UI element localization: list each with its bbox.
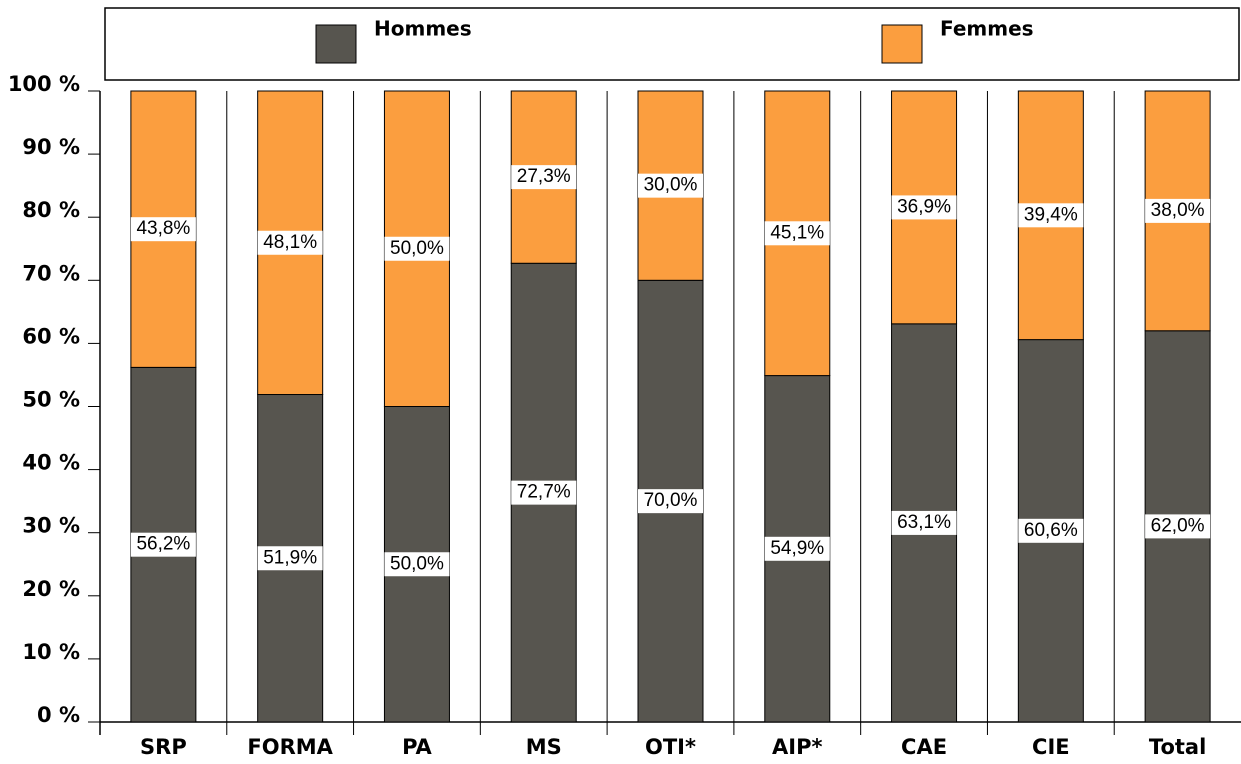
- legend-label: Hommes: [374, 17, 472, 41]
- value-label: 38,0%: [1151, 200, 1205, 221]
- value-label-bg: [511, 165, 577, 190]
- value-label: 56,2%: [136, 534, 190, 555]
- value-label: 50,0%: [390, 238, 444, 259]
- value-label-bg: [257, 230, 323, 255]
- value-label: 45,1%: [770, 222, 824, 243]
- value-label-bg: [130, 217, 196, 242]
- value-label-bg: [511, 480, 577, 505]
- y-tick-label: 30 %: [22, 514, 80, 538]
- value-label-bg: [384, 552, 450, 577]
- y-tick-label: 100 %: [8, 72, 80, 96]
- value-label: 63,1%: [897, 512, 951, 533]
- x-tick-label: CAE: [901, 735, 947, 759]
- value-label: 50,0%: [390, 553, 444, 574]
- value-label-bg: [1145, 514, 1211, 539]
- x-tick-label: FORMA: [247, 735, 333, 759]
- legend-box: [104, 7, 1240, 81]
- value-label: 54,9%: [770, 538, 824, 559]
- value-label: 39,4%: [1024, 204, 1078, 225]
- y-tick-label: 80 %: [22, 198, 80, 222]
- y-tick-label: 90 %: [22, 135, 80, 159]
- value-label-bg: [130, 532, 196, 557]
- x-tick-label: PA: [402, 735, 432, 759]
- x-tick-label: Total: [1149, 735, 1206, 759]
- y-tick-label: 20 %: [22, 577, 80, 601]
- value-label-bg: [1018, 203, 1084, 228]
- value-label-bg: [1018, 518, 1084, 543]
- y-tick-label: 70 %: [22, 261, 80, 285]
- value-label: 27,3%: [517, 166, 571, 187]
- value-label: 36,9%: [897, 196, 951, 217]
- legend-swatch: [881, 24, 923, 64]
- value-label-bg: [891, 195, 957, 220]
- value-label-bg: [384, 236, 450, 261]
- y-tick-label: 10 %: [22, 640, 80, 664]
- value-label: 51,9%: [263, 547, 317, 568]
- value-label-bg: [1145, 198, 1211, 223]
- value-label: 60,6%: [1024, 520, 1078, 541]
- value-label-bg: [764, 536, 830, 561]
- y-tick-label: 40 %: [22, 451, 80, 475]
- x-tick-label: CIE: [1032, 735, 1070, 759]
- legend-swatch: [315, 24, 357, 64]
- value-label: 62,0%: [1151, 515, 1205, 536]
- x-tick-label: OTI*: [645, 735, 696, 759]
- value-label: 72,7%: [517, 482, 571, 503]
- x-tick-label: AIP*: [772, 735, 822, 759]
- value-label: 48,1%: [263, 232, 317, 253]
- y-tick-label: 0 %: [37, 703, 80, 727]
- x-tick-label: MS: [526, 735, 562, 759]
- value-label: 30,0%: [644, 175, 698, 196]
- value-label-bg: [764, 221, 830, 246]
- x-tick-label: SRP: [140, 735, 187, 759]
- y-tick-label: 50 %: [22, 388, 80, 412]
- value-label-bg: [638, 173, 703, 198]
- value-label: 70,0%: [644, 490, 698, 511]
- value-label-bg: [257, 546, 323, 571]
- value-label: 43,8%: [136, 218, 190, 239]
- value-label-bg: [891, 510, 957, 535]
- value-label-bg: [638, 489, 703, 514]
- y-tick-label: 60 %: [22, 324, 80, 348]
- legend-label: Femmes: [940, 17, 1034, 41]
